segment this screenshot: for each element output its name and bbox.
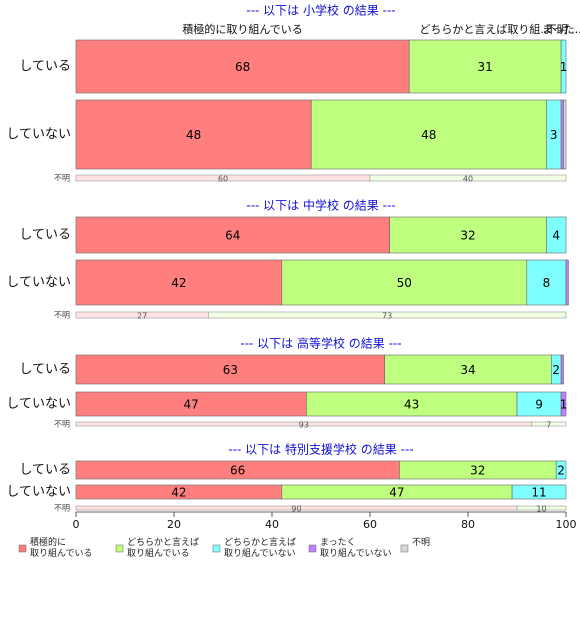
row-label: 不明 (54, 174, 70, 183)
x-tick-label: 20 (167, 518, 181, 531)
row-label: していない (6, 127, 71, 142)
bar-segment (75, 354, 386, 385)
row-label: していない (6, 485, 71, 500)
value-label: 27 (137, 312, 147, 321)
bar-segment (75, 391, 307, 417)
column-header: 積極的に取り組んでいる (182, 22, 302, 36)
bar-segment (75, 259, 283, 306)
bar-segment (526, 259, 567, 306)
value-label: 42 (171, 486, 186, 500)
legend-label: 不明 (412, 538, 431, 548)
value-label: 11 (531, 486, 546, 500)
bar-segment (516, 391, 562, 417)
x-tick-label: 100 (556, 518, 577, 531)
value-label: 68 (235, 60, 250, 74)
value-label: 32 (460, 229, 475, 243)
legend-label: 積極的に 取り組んでいる (30, 538, 93, 559)
value-label: 31 (478, 60, 493, 74)
row-label: している (19, 59, 71, 74)
value-label: 63 (223, 363, 238, 377)
panel-title: --- 以下は 小学校 の結果 --- (246, 3, 395, 18)
value-label: 40 (463, 175, 473, 184)
bar-segment (511, 484, 567, 500)
value-label: 8 (543, 276, 551, 290)
value-label: 1 (560, 398, 568, 412)
value-label: 43 (404, 398, 419, 412)
panel-title: --- 以下は 高等学校 の結果 --- (240, 336, 401, 351)
legend-label: まったく 取り組んでいない (320, 538, 392, 559)
column-header: まった... (542, 23, 580, 36)
x-tick-label: 0 (73, 518, 80, 531)
row-label: 不明 (54, 504, 70, 513)
column-header: 不明... (546, 23, 579, 36)
value-label: 73 (382, 312, 392, 321)
value-label: 10 (536, 505, 546, 514)
legend-swatch (212, 544, 221, 553)
legend-label: どちらかと言えば 取り組んでいる (127, 538, 200, 559)
value-label: 3 (550, 128, 558, 142)
bar-segment (560, 39, 567, 94)
row-label: している (19, 362, 71, 377)
bar-segment (555, 460, 567, 480)
value-label: 47 (184, 398, 199, 412)
legend-label: どちらかと言えば 取り組んでいない (224, 538, 297, 559)
x-tick-label: 60 (363, 518, 377, 531)
value-label: 1 (560, 60, 568, 74)
bar-segment (75, 39, 410, 94)
value-label: 9 (535, 398, 543, 412)
bar-segment (560, 354, 564, 385)
value-label: 2 (557, 464, 565, 478)
value-label: 2 (552, 363, 560, 377)
column-header: どちらかと言えば取り組... (419, 23, 551, 36)
value-label: 47 (389, 486, 404, 500)
bar-segment (516, 505, 567, 511)
value-label: 34 (460, 363, 475, 377)
value-label: 66 (230, 464, 245, 478)
panel-title: --- 以下は 中学校 の結果 --- (246, 198, 395, 213)
row-label: している (19, 463, 71, 478)
bar-segment (546, 216, 567, 254)
row-label: 不明 (54, 311, 70, 320)
legend-swatch (115, 544, 124, 553)
bar-segment (75, 216, 390, 254)
bar-segment (369, 174, 567, 182)
bar-segment (310, 99, 547, 170)
bar-segment (560, 391, 567, 417)
row-label: している (19, 228, 71, 243)
row-label: していない (6, 397, 71, 412)
value-label: 48 (421, 128, 436, 142)
legend-swatch (308, 544, 317, 553)
bar-segment (565, 259, 569, 306)
value-label: 60 (218, 175, 228, 184)
value-label: 93 (299, 421, 309, 430)
row-label: していない (6, 275, 71, 290)
bar-segment (208, 311, 567, 319)
value-label: 4 (552, 229, 560, 243)
legend-swatch (18, 544, 27, 553)
legend-swatch (400, 544, 409, 553)
row-label: 不明 (54, 420, 70, 429)
x-tick-label: 40 (265, 518, 279, 531)
bar-segment (563, 99, 567, 170)
x-tick-label: 80 (461, 518, 475, 531)
value-label: 64 (225, 229, 240, 243)
value-label: 7 (546, 421, 551, 430)
value-label: 32 (470, 464, 485, 478)
value-label: 90 (291, 505, 301, 514)
bar-segment (389, 216, 547, 254)
value-label: 42 (171, 276, 186, 290)
value-label: 50 (397, 276, 412, 290)
bar-segment (531, 421, 567, 427)
panel-title: --- 以下は 特別支援学校 の結果 --- (228, 442, 413, 457)
bar-segment (281, 259, 528, 306)
bar-segment (560, 99, 564, 170)
value-label: 48 (186, 128, 201, 142)
bar-segment (305, 391, 518, 417)
bar-segment (408, 39, 562, 94)
bar-segment (75, 99, 312, 170)
